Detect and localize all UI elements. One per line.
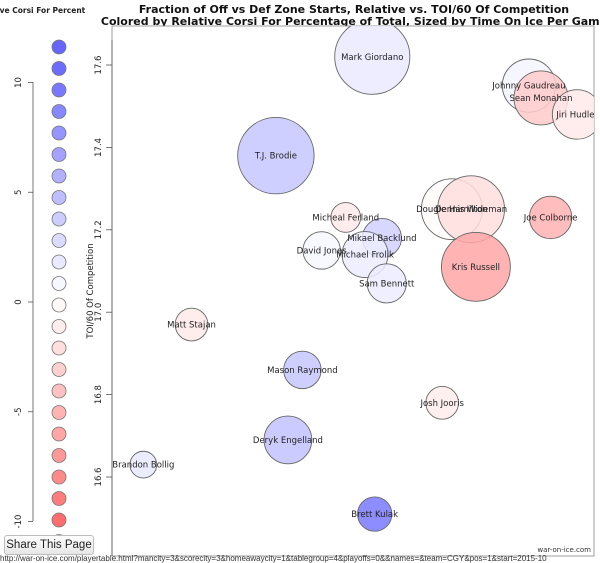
bubble-label: Johnny Gaudreau [491, 82, 565, 92]
legend-swatch [51, 448, 67, 463]
legend-swatch [51, 469, 67, 485]
bubble[interactable] [174, 307, 209, 342]
legend-tick-label: -10 [14, 515, 24, 529]
y-axis-label: TOI/60 Of Competition [86, 243, 96, 339]
bubbles [129, 19, 600, 532]
bubble[interactable] [330, 202, 362, 233]
legend-swatch [51, 233, 67, 248]
bubble-label: Brandon Bollig [112, 461, 174, 471]
legend-swatch [51, 276, 67, 291]
legend-tick-label: -5 [14, 408, 24, 416]
y-axis: 16.6 16.8 17.0 17.2 17.4 17.6 [94, 40, 113, 556]
bubble-label: Dougie Hamilton [416, 205, 487, 215]
y-tick-label: 17.4 [94, 138, 104, 157]
bubble-label: Deryk Engelland [253, 436, 323, 446]
share-page-button[interactable]: Share This Page [4, 535, 94, 555]
bubble-label: Josh Jooris [419, 399, 464, 409]
bubble-label: Sam Bennett [359, 279, 415, 289]
bubble-label: Kris Russell [452, 263, 500, 273]
bubble[interactable] [366, 263, 407, 304]
legend-swatch [51, 147, 67, 162]
legend-tick-label: 5 [14, 190, 24, 195]
legend-swatch [51, 254, 67, 270]
color-legend: 10 5 0 -5 -10 [14, 39, 67, 549]
y-tick-label: 16.8 [94, 385, 104, 404]
legend-swatch [51, 340, 67, 356]
page-url[interactable]: http://war-on-ice.com/playertable.html?m… [0, 555, 547, 563]
bubble[interactable] [334, 19, 411, 95]
chart-title: Fraction of Off vs Def Zone Starts, Rela… [139, 3, 569, 16]
bubble[interactable] [302, 231, 341, 270]
bubble-label: Joe Colborne [523, 213, 578, 223]
legend-swatch [51, 82, 67, 98]
bubble-label: T.J. Brodie [254, 152, 297, 162]
bubble[interactable] [237, 116, 315, 195]
legend-swatch [51, 297, 67, 313]
legend-swatch [51, 190, 67, 205]
bubble[interactable] [528, 195, 573, 240]
legend-swatch [51, 426, 67, 442]
bubble-labels: Mark Giordano Johnny Gaudreau Sean Monahan… [112, 53, 598, 520]
legend-swatch [51, 319, 67, 334]
chart-subtitle: Colored by Relative Corsi For Percentage… [101, 15, 600, 28]
y-tick-label: 16.6 [94, 468, 104, 487]
bubble[interactable] [551, 89, 600, 140]
bubble-label: Brett Kulak [351, 510, 398, 520]
legend-swatch [51, 39, 67, 55]
bubble-label: Sean Monahan [509, 94, 572, 104]
bubble[interactable] [283, 350, 322, 390]
bubble[interactable] [441, 231, 511, 302]
legend-tick-label: 10 [14, 77, 24, 88]
bubble-label: Dennis Wideman [435, 205, 507, 215]
y-tick-label: 17.0 [94, 303, 104, 322]
y-tick-label: 17.2 [94, 220, 104, 239]
bubble[interactable] [341, 231, 389, 278]
legend-swatch [51, 512, 67, 528]
legend-swatch [51, 491, 67, 506]
legend-swatch [51, 125, 67, 141]
bubble-label: David Jones [297, 246, 348, 256]
legend-swatch [51, 405, 67, 420]
legend-swatch [51, 104, 67, 119]
bubble-label: Mark Giordano [341, 53, 403, 63]
legend-swatch [51, 383, 67, 399]
bubble[interactable] [263, 415, 313, 465]
legend-swatch [51, 61, 67, 76]
bubble-label: Matt Stajan [167, 321, 216, 331]
legend-swatch [51, 362, 67, 377]
bubble-label: Michael Frolik [336, 251, 394, 261]
bubble-label: Mikael Backlund [347, 234, 416, 244]
bubble[interactable] [425, 386, 459, 420]
y-tick-label: 17.6 [94, 56, 104, 75]
bubble-label: Jiri Hudler [555, 110, 598, 120]
legend-swatch [51, 211, 67, 227]
legend-tick-label: 0 [14, 299, 24, 304]
bubble-label: Mason Raymond [267, 366, 337, 376]
legend-swatch [51, 168, 67, 184]
bubble[interactable] [129, 450, 158, 479]
bubble[interactable] [357, 496, 393, 532]
legend-title: Relative Corsi For Percent [0, 6, 86, 15]
plot-area [111, 25, 595, 557]
bubble-label: Micheal Ferland [312, 213, 379, 223]
credit-text: war-on-ice.com [537, 546, 591, 554]
